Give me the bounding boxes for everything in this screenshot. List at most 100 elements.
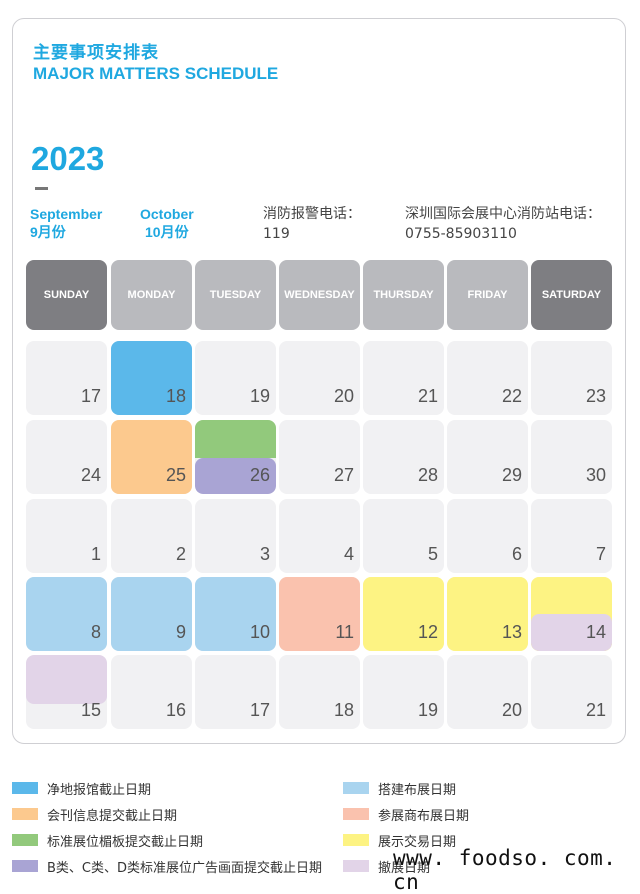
month-cn: 10月份: [145, 224, 189, 240]
legend-label: 搭建布展日期: [378, 782, 457, 798]
weekday-sunday: SUNDAY: [26, 260, 107, 330]
legend-fascia-deadline: 标准展位楣板提交截止日期: [12, 831, 204, 850]
day-number: 19: [249, 386, 270, 406]
day-number: 22: [501, 386, 522, 406]
day-cell: 7: [531, 499, 612, 573]
day-cell: 16: [111, 655, 192, 729]
day-number: 8: [90, 622, 101, 642]
legend-label: 标准展位楣板提交截止日期: [47, 834, 204, 850]
weekday-friday: FRIDAY: [447, 260, 528, 330]
day-number: 15: [80, 700, 101, 720]
legend-graphics-deadline: B类、C类、D类标准展位广告画面提交截止日期: [12, 857, 323, 876]
day-cell: 6: [447, 499, 528, 573]
legend-label: 净地报馆截止日期: [47, 782, 152, 798]
day-cell: 5: [363, 499, 444, 573]
day-number: 26: [249, 465, 270, 485]
phone-label: 深圳国际会展中心消防站电话：: [405, 206, 601, 222]
month-cn: 9月份: [30, 224, 66, 240]
weekday-saturday: SATURDAY: [531, 260, 612, 330]
day-cell: 3: [195, 499, 276, 573]
day-cell-build-up: 8: [26, 577, 107, 651]
title-chinese: 主要事项安排表: [33, 43, 159, 63]
month-october: October 10月份: [140, 205, 194, 241]
day-number: 10: [249, 622, 270, 642]
day-cell: 20: [279, 341, 360, 415]
day-number: 6: [511, 544, 522, 564]
day-number: 21: [585, 700, 606, 720]
phone-number: 119: [263, 226, 290, 242]
day-number: 19: [417, 700, 438, 720]
fire-alarm-phone: 消防报警电话： 119: [263, 204, 361, 244]
legend-dismantle: 撤展日期: [343, 857, 431, 876]
day-cell-show-days: 12: [363, 577, 444, 651]
weekday-monday: MONDAY: [111, 260, 192, 330]
legend-catalog-deadline: 会刊信息提交截止日期: [12, 805, 178, 824]
day-cell: 29: [447, 420, 528, 494]
legend-swatch: [12, 782, 38, 794]
day-cell: 1: [26, 499, 107, 573]
day-cell-fascia-and-graphics-deadline: 26: [195, 420, 276, 494]
legend-swatch: [343, 860, 369, 872]
day-number: 12: [417, 622, 438, 642]
day-number: 20: [501, 700, 522, 720]
day-number: 24: [80, 465, 101, 485]
day-cell: 23: [531, 341, 612, 415]
legend-exhibitor-move-in: 参展商布展日期: [343, 805, 470, 824]
day-cell: 24: [26, 420, 107, 494]
phone-label: 消防报警电话：: [263, 206, 361, 222]
day-number: 20: [333, 386, 354, 406]
day-cell: 18: [279, 655, 360, 729]
watermark-url: www. foodso. com. cn: [393, 846, 617, 894]
legend-swatch: [12, 834, 38, 846]
day-number: 3: [259, 544, 270, 564]
day-cell: 27: [279, 420, 360, 494]
day-cell: 21: [363, 341, 444, 415]
phone-number: 0755-85903110: [405, 226, 517, 242]
day-cell: 22: [447, 341, 528, 415]
day-number: 1: [90, 544, 101, 564]
year-label: 2023: [31, 140, 105, 177]
day-number: 23: [585, 386, 606, 406]
weekday-thursday: THURSDAY: [363, 260, 444, 330]
day-number: 2: [175, 544, 186, 564]
day-number: 17: [80, 386, 101, 406]
day-cell-clearance-deadline: 18: [111, 341, 192, 415]
day-number: 11: [335, 622, 354, 642]
day-number: 4: [343, 544, 354, 564]
day-number: 14: [585, 622, 606, 642]
legend-label: 撤展日期: [378, 860, 431, 876]
day-number: 29: [501, 465, 522, 485]
day-number: 5: [427, 544, 438, 564]
legend-build-up: 搭建布展日期: [343, 779, 457, 798]
day-cell: 2: [111, 499, 192, 573]
day-number: 16: [165, 700, 186, 720]
day-cell-build-up: 9: [111, 577, 192, 651]
day-cell: 17: [26, 341, 107, 415]
day-cell: 19: [363, 655, 444, 729]
weekday-wednesday: WEDNESDAY: [279, 260, 360, 330]
month-en: September: [30, 206, 103, 222]
day-cell-build-up: 10: [195, 577, 276, 651]
day-cell: 19: [195, 341, 276, 415]
legend-swatch: [343, 782, 369, 794]
day-cell-dismantle: 15: [26, 655, 107, 729]
legend-label: 会刊信息提交截止日期: [47, 808, 178, 824]
day-cell-show-and-dismantle: 14: [531, 577, 612, 651]
day-cell: 17: [195, 655, 276, 729]
legend-label: B类、C类、D类标准展位广告画面提交截止日期: [47, 860, 323, 876]
day-cell: 4: [279, 499, 360, 573]
weekday-tuesday: TUESDAY: [195, 260, 276, 330]
day-cell: 28: [363, 420, 444, 494]
month-september: September 9月份: [30, 205, 102, 241]
day-cell-exhibitor-move-in: 11: [279, 577, 360, 651]
day-number: 18: [165, 386, 186, 406]
fire-station-phone: 深圳国际会展中心消防站电话： 0755-85903110: [405, 204, 601, 244]
day-number: 30: [585, 465, 606, 485]
legend-label: 参展商布展日期: [378, 808, 470, 824]
day-number: 18: [333, 700, 354, 720]
month-en: October: [140, 206, 194, 222]
day-number: 27: [333, 465, 354, 485]
day-number: 17: [249, 700, 270, 720]
day-number: 9: [175, 622, 186, 642]
year-underline: [35, 187, 48, 190]
